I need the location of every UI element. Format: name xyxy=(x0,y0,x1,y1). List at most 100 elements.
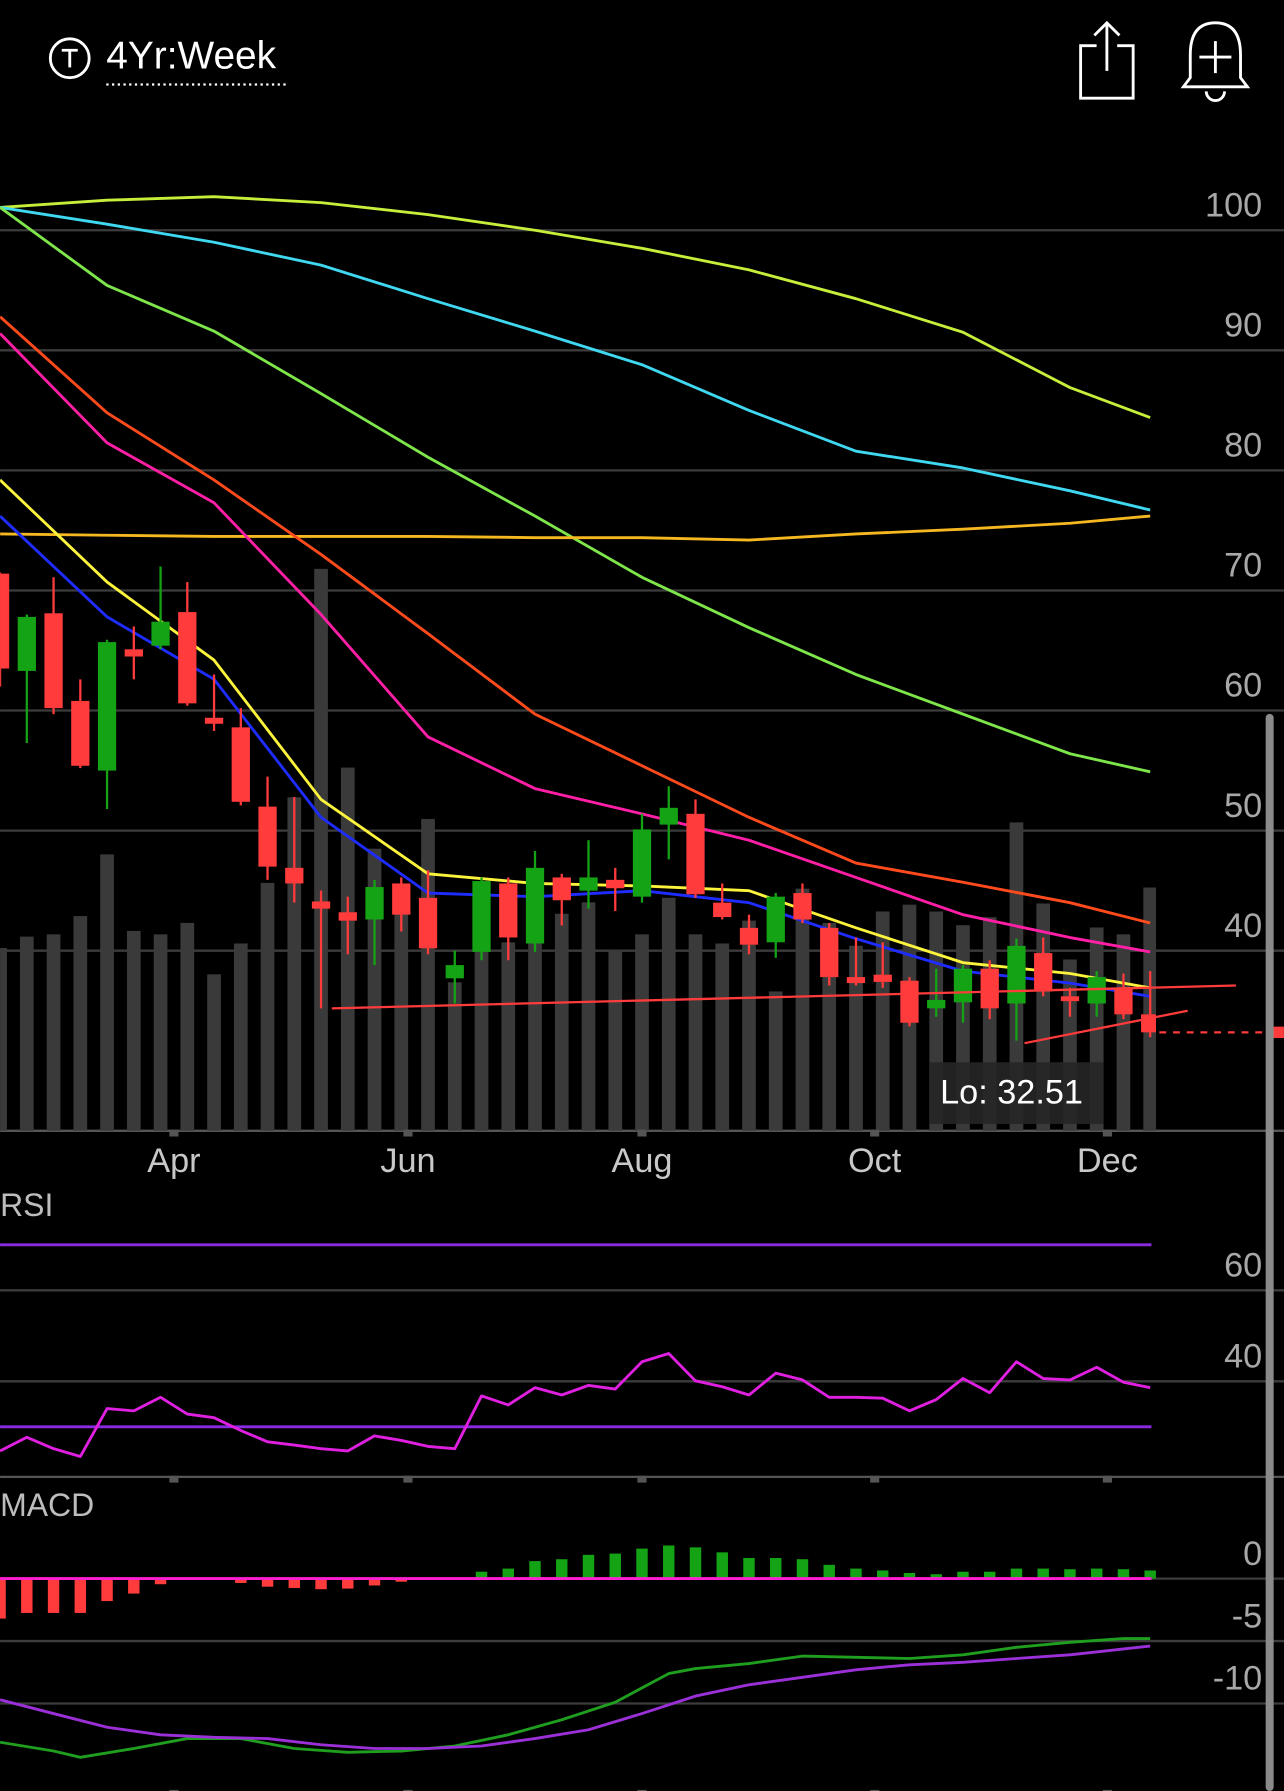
volume-bar xyxy=(180,922,195,1131)
histogram-bar xyxy=(235,1578,247,1583)
candle-body xyxy=(579,877,598,891)
candle-body xyxy=(1087,977,1106,1004)
x-tick-mark xyxy=(403,1129,413,1137)
candle-body xyxy=(178,612,197,704)
timeframe-button[interactable]: 4Yr:Week xyxy=(48,35,288,86)
histogram-bar xyxy=(475,1571,488,1579)
histogram-bar xyxy=(1037,1568,1049,1579)
candle-body xyxy=(0,573,10,669)
x-tick-mark xyxy=(870,1475,880,1483)
x-tick-mark xyxy=(870,1789,880,1791)
share-button[interactable] xyxy=(1079,20,1135,100)
y-tick-label: 80 xyxy=(1224,427,1262,465)
candle-body xyxy=(820,927,839,978)
histogram-bar xyxy=(288,1578,301,1588)
y-tick-label: 60 xyxy=(1224,1247,1262,1285)
scrollbar[interactable] xyxy=(1265,713,1274,1791)
candle-body xyxy=(499,883,518,938)
candle-body xyxy=(258,806,277,867)
x-tick-label: Jun xyxy=(380,1142,435,1180)
x-tick-mark xyxy=(1102,1475,1112,1483)
volume-bar xyxy=(1116,934,1131,1131)
histogram-bar xyxy=(47,1578,60,1613)
trendline xyxy=(331,984,1236,1010)
histogram-bar xyxy=(21,1578,33,1613)
candle-body xyxy=(900,980,919,1023)
volume-bar xyxy=(394,890,409,1131)
histogram-bar xyxy=(101,1578,113,1602)
candle-body xyxy=(1060,996,1080,1002)
y-tick-label: -5 xyxy=(1232,1597,1262,1635)
histogram-bar xyxy=(1090,1568,1103,1579)
volume-bar xyxy=(635,934,649,1131)
candle-body xyxy=(525,867,545,944)
histogram-bar xyxy=(582,1554,595,1579)
candle-body xyxy=(846,977,866,984)
low-label-box xyxy=(929,1062,1104,1124)
y-tick-label: 70 xyxy=(1224,547,1262,585)
y-tick-label: 60 xyxy=(1224,667,1262,705)
candle-body xyxy=(231,727,250,802)
candle-body xyxy=(71,700,90,766)
candle-body xyxy=(151,621,170,646)
candle-body xyxy=(97,642,117,771)
x-tick-mark xyxy=(637,1475,647,1483)
volume-bar xyxy=(688,934,703,1131)
x-tick-mark xyxy=(403,1475,413,1483)
candle-body xyxy=(392,883,411,915)
histogram-bar xyxy=(1010,1568,1023,1579)
price-plot xyxy=(0,195,1156,1131)
moving-average-line xyxy=(0,195,1151,419)
histogram-bar xyxy=(1064,1569,1076,1579)
histogram-bar xyxy=(556,1559,568,1579)
histogram-bar xyxy=(502,1568,514,1579)
timeframe-icon-glyph xyxy=(61,48,78,68)
candle-body xyxy=(927,999,946,1009)
volume-bar xyxy=(100,854,114,1131)
histogram-bar xyxy=(930,1574,942,1579)
moving-average-line xyxy=(0,315,1151,925)
candle-body xyxy=(365,887,384,920)
candle-body xyxy=(44,613,63,709)
y-tick-label: 40 xyxy=(1224,907,1262,945)
volume-bar xyxy=(795,888,810,1131)
timeframe-icon xyxy=(48,37,91,80)
histogram-bar xyxy=(983,1571,996,1579)
histogram-bar xyxy=(716,1552,728,1579)
candle-body xyxy=(338,912,357,921)
volume-bar xyxy=(474,902,489,1131)
candle-body xyxy=(418,897,438,949)
x-tick-mark xyxy=(637,1129,647,1137)
candle-body xyxy=(873,974,892,982)
volume-bar xyxy=(207,974,221,1131)
alert-button[interactable] xyxy=(1180,21,1251,102)
volume-bar xyxy=(126,930,141,1131)
volume-bar xyxy=(661,897,676,1131)
histogram-bar xyxy=(877,1570,889,1579)
histogram-bar xyxy=(1117,1569,1130,1579)
candle-body xyxy=(17,616,36,671)
y-tick-label: 50 xyxy=(1224,787,1262,825)
moving-average-line xyxy=(0,206,1151,512)
candle-body xyxy=(793,893,812,920)
moving-average-line xyxy=(0,206,1151,774)
volume-bar xyxy=(46,934,61,1131)
candle-body xyxy=(766,896,785,943)
y-tick-label: 0 xyxy=(1243,1535,1262,1573)
volume-bar xyxy=(153,934,168,1131)
histogram-bar xyxy=(850,1568,862,1579)
bell-clapper xyxy=(1204,91,1226,102)
y-tick-label: 90 xyxy=(1224,307,1262,345)
share-icon-box xyxy=(1079,44,1135,100)
x-tick-label: Dec xyxy=(1077,1142,1138,1180)
volume-bar xyxy=(581,902,596,1131)
moving-average-line xyxy=(0,514,1151,542)
bell-icon xyxy=(1180,21,1251,89)
share-icon-arrow xyxy=(1093,20,1121,71)
candle-body xyxy=(311,901,331,909)
candle-body xyxy=(1007,945,1026,1004)
volume-bar xyxy=(875,911,890,1131)
volume-bar xyxy=(73,916,88,1131)
last-price-marker xyxy=(1272,1026,1284,1039)
volume-bar xyxy=(715,943,730,1131)
